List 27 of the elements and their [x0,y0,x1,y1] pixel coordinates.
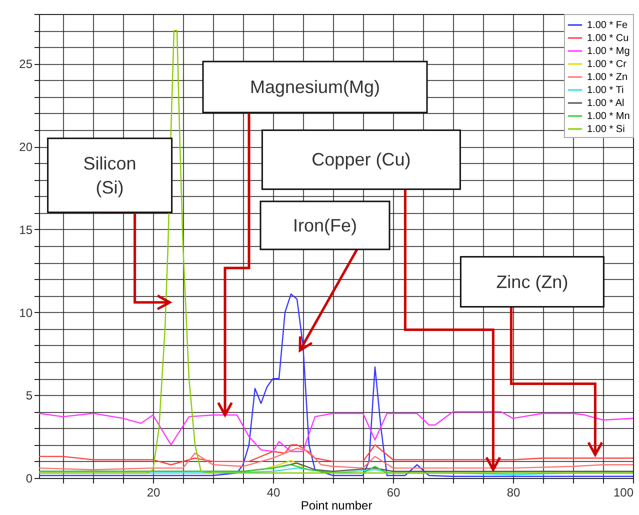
x-tick-label: 40 [266,486,280,500]
x-tick-label: 60 [386,486,400,500]
x-tick-label: 20 [146,486,160,500]
x-tick-label: 100 [613,486,634,500]
line-series [266,460,304,469]
annotation: Iron(Fe) [292,215,358,236]
annotation: Copper (Cu) [312,150,411,170]
annotation: Silicon (Si) [83,153,136,198]
legend-label: 1.00 * Cu [587,33,629,44]
legend-label: 1.00 * Mn [587,111,630,122]
y-tick-label: 5 [26,388,33,403]
y-tick-label: 0 [26,472,33,486]
annotation: Zinc (Zn) [496,272,568,292]
y-tick-label: 15 [19,222,33,237]
y-tick-label: 10 [19,306,33,320]
y-tick-label: 20 [19,140,33,154]
legend-label: 1.00 * Fe [587,20,628,31]
y-tick-label: 25 [19,57,33,72]
legend-label: 1.00 * Mg [587,46,630,57]
legend-label: 1.00 * Ti [587,85,624,96]
legend-label: 1.00 * Si [587,124,625,135]
annotation: Magnesium(Mg) [250,77,380,98]
legend-label: 1.00 * Zn [587,72,628,83]
x-tick-label: 80 [506,486,520,500]
legend-label: 1.00 * Cr [587,59,628,70]
x-axis-title: Point number [300,498,372,512]
legend-label: 1.00 * Al [587,98,624,109]
